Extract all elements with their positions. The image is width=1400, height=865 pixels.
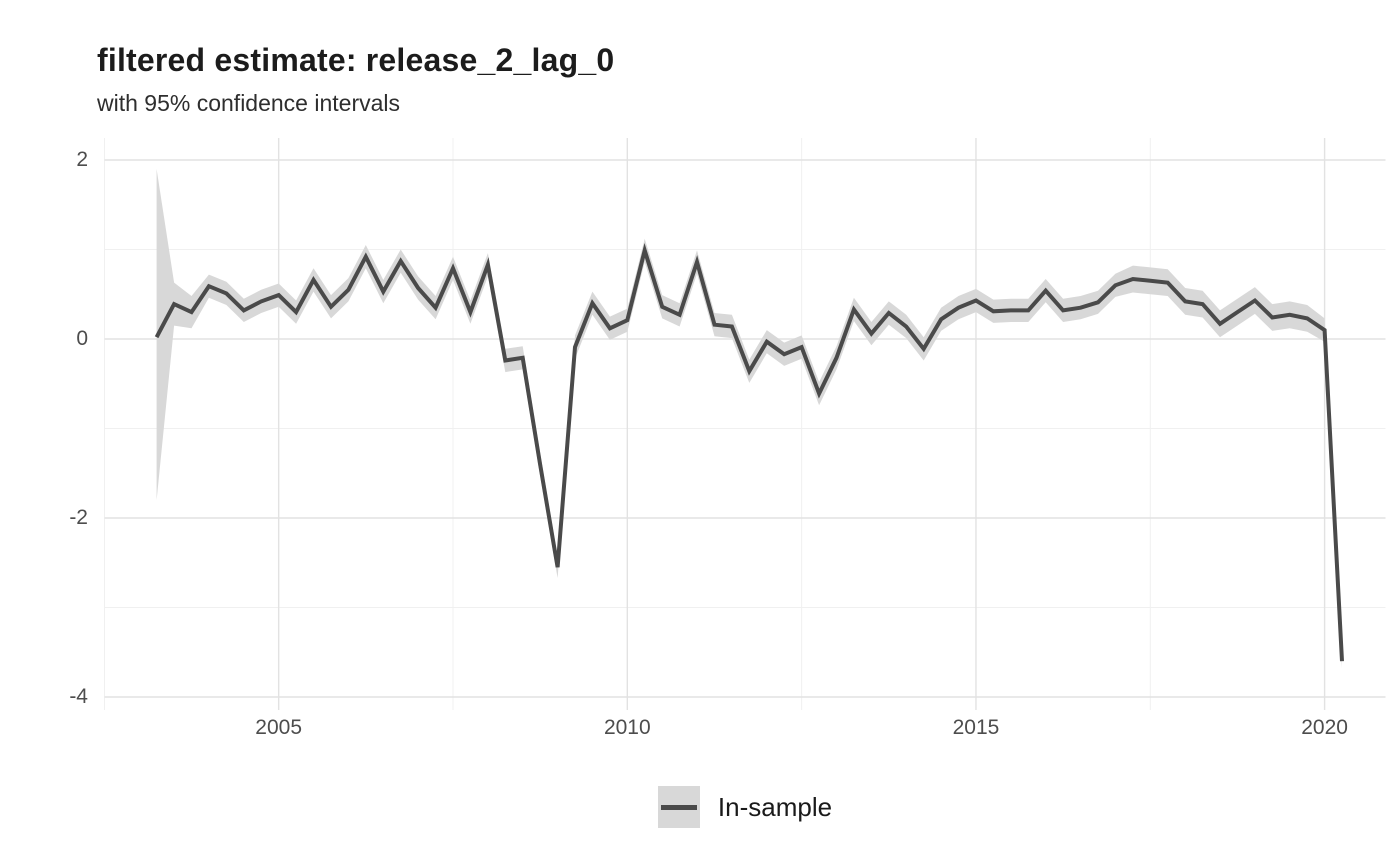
x-tick-label: 2005 bbox=[255, 716, 303, 739]
chart-title: filtered estimate: release_2_lag_0 bbox=[97, 42, 615, 78]
legend-label: In-sample bbox=[717, 791, 833, 822]
y-tick-label: 2 bbox=[76, 148, 88, 171]
y-tick-label: -4 bbox=[69, 685, 88, 708]
x-tick-label: 2020 bbox=[1301, 716, 1348, 739]
y-tick-label: 0 bbox=[76, 327, 88, 350]
chart-subtitle: with 95% confidence intervals bbox=[97, 90, 400, 116]
legend-key-swatch bbox=[657, 786, 700, 828]
x-tick-label: 2015 bbox=[952, 716, 1000, 739]
legend-key-line-icon bbox=[660, 804, 697, 810]
estimate-line bbox=[154, 242, 1344, 662]
confidence-ribbon bbox=[156, 169, 1343, 669]
x-tick-label: 2010 bbox=[603, 716, 651, 739]
legend: In-sample bbox=[105, 786, 1385, 828]
y-tick-label: -2 bbox=[69, 506, 88, 529]
